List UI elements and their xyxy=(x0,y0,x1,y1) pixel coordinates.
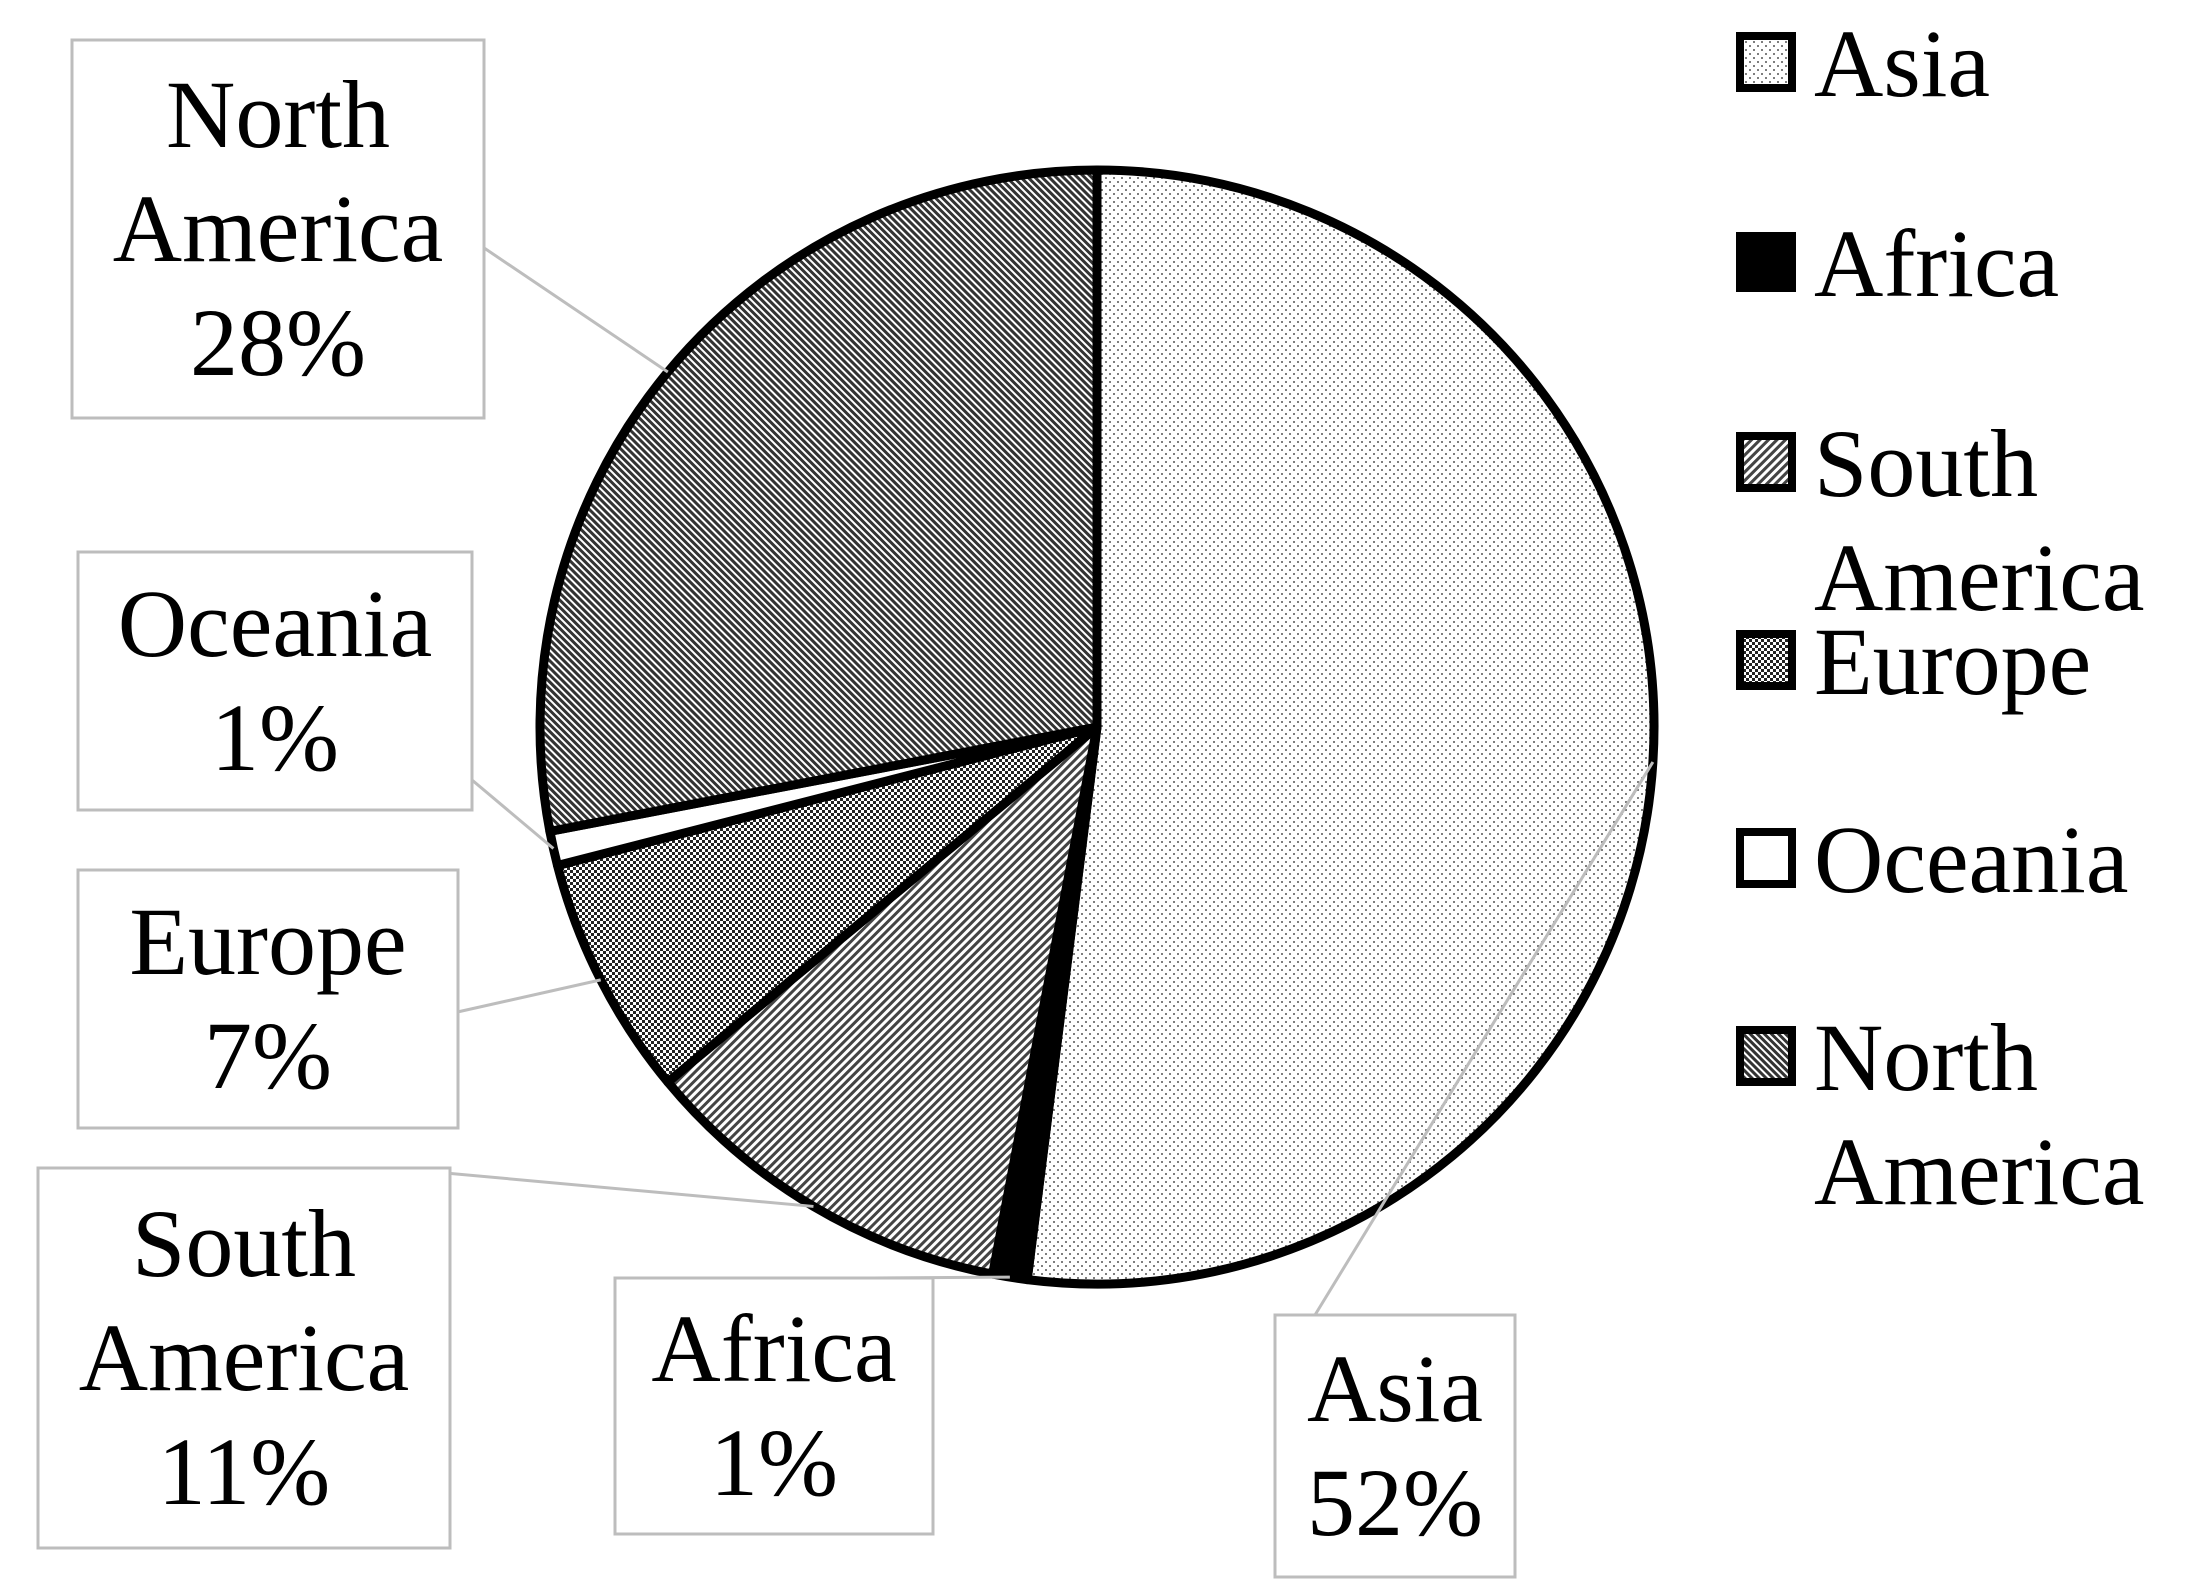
callout-box-north-america xyxy=(70,38,486,420)
data-label-africa: 1% xyxy=(710,1409,838,1516)
legend-label-asia: Asia xyxy=(1814,10,1990,117)
legend-swatch-africa xyxy=(1736,232,1796,292)
legend-label-europe: Europe xyxy=(1814,608,2091,715)
legend-swatch-oceania xyxy=(1736,828,1796,888)
callout-box-asia xyxy=(1273,1313,1517,1579)
legend-label-africa: Africa xyxy=(1814,210,2059,317)
legend-swatch-asia xyxy=(1736,32,1796,92)
callout-name-north-america: America xyxy=(113,175,443,282)
legend-swatch-south-america xyxy=(1736,432,1796,492)
data-label-europe: 7% xyxy=(204,1002,332,1109)
data-label-oceania: 1% xyxy=(211,684,339,791)
callout-name-asia: Asia xyxy=(1307,1335,1483,1442)
slice-europe xyxy=(552,722,1102,1087)
leader-oceania xyxy=(471,778,555,850)
callout-name-africa: Africa xyxy=(651,1295,896,1402)
callout-name-oceania: Oceania xyxy=(118,570,432,677)
callout-box-oceania xyxy=(76,550,474,812)
callout-name-europe: Europe xyxy=(129,888,406,995)
callout-name-south-america: South xyxy=(132,1190,356,1297)
legend-swatch-europe xyxy=(1736,630,1796,690)
callout-name-south-america: America xyxy=(79,1304,409,1411)
callout-box-africa xyxy=(613,1276,935,1536)
legend-swatch-north-america xyxy=(1736,1026,1796,1086)
callout-box-south-america xyxy=(36,1166,452,1550)
leader-europe xyxy=(457,978,602,1014)
legend-label-south-america-line2: America xyxy=(1814,524,2144,631)
legend-label-oceania: Oceania xyxy=(1814,806,2128,913)
legend-label-south-america: South xyxy=(1814,410,2038,517)
callout-box-europe xyxy=(76,868,460,1130)
slice-north-america xyxy=(535,165,1102,836)
pie-slices xyxy=(535,165,1659,1289)
data-label-north-america: 28% xyxy=(190,289,366,396)
slice-asia xyxy=(1022,165,1659,1289)
data-label-asia: 52% xyxy=(1307,1449,1483,1556)
legend-label-north-america-line2: America xyxy=(1814,1118,2144,1225)
slice-south-america xyxy=(663,722,1102,1279)
callout-name-north-america: North xyxy=(166,61,390,168)
legend-label-north-america: North xyxy=(1814,1004,2038,1111)
leader-asia xyxy=(1313,761,1655,1316)
legend: AsiaAfricaSouthAmericaEuropeOceaniaNorth… xyxy=(1736,10,2144,1225)
data-label-south-america: 11% xyxy=(158,1418,330,1525)
callout-labels: Asia52%Africa1%SouthAmerica11%Europe7%Oc… xyxy=(36,38,1517,1579)
leader-south-america xyxy=(389,1166,814,1208)
leader-north-america xyxy=(483,246,669,374)
